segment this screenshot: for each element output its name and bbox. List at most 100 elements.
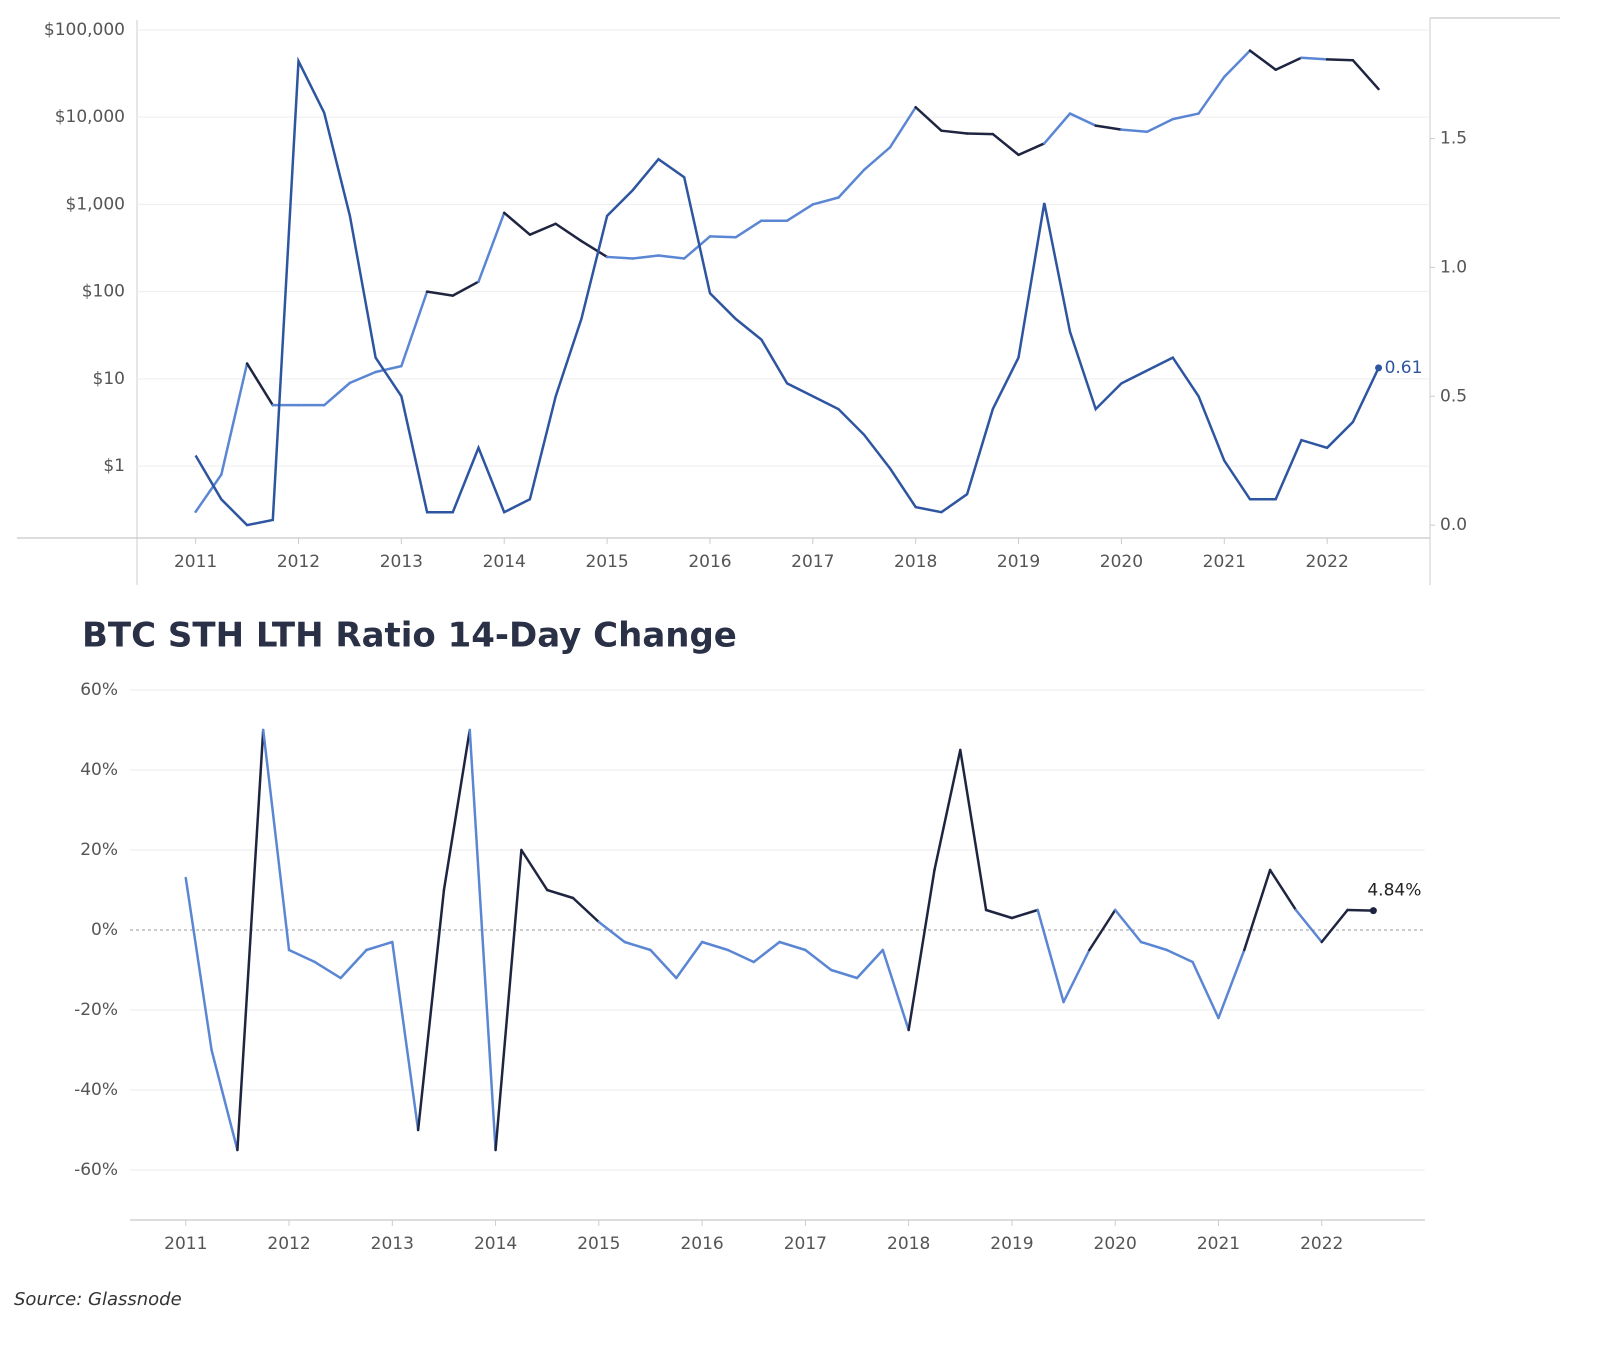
line-segment: [451, 280, 480, 297]
x-tick-label: 2014: [483, 552, 526, 572]
end-label: 4.84%: [1367, 881, 1421, 901]
source: Source: Glassnode: [14, 1289, 182, 1310]
line-segment: [1094, 124, 1123, 131]
line-segment: [425, 290, 455, 297]
x-tick-label: 2019: [997, 552, 1040, 572]
y-tick-label: $1: [103, 456, 125, 476]
y-tick-label: -60%: [74, 1160, 118, 1180]
x-tick-label: 2016: [688, 552, 731, 572]
line-segment: [571, 896, 601, 924]
y2-tick-label: 1.5: [1440, 129, 1467, 149]
line-segment: [829, 968, 859, 980]
y-tick-label: 0%: [91, 920, 118, 940]
line-segment: [1223, 49, 1252, 79]
line-segment: [528, 222, 557, 236]
y2-tick-label: 0.0: [1440, 515, 1467, 535]
line-segment: [374, 364, 403, 374]
y-tick-label: -40%: [74, 1080, 118, 1100]
y2-tick-label: 1.0: [1440, 257, 1467, 277]
line-segment: [1351, 58, 1380, 91]
line-segment: [965, 132, 995, 136]
x-tick-label: 2021: [1197, 1234, 1240, 1254]
line-segment: [477, 211, 506, 283]
x-tick-label: 2022: [1300, 1234, 1343, 1254]
line-segment: [184, 876, 213, 1052]
line-segment: [597, 920, 626, 944]
line-segment: [1274, 56, 1303, 71]
line-segment: [1294, 908, 1323, 944]
x-tick-label: 2015: [585, 552, 628, 572]
line-segment: [348, 370, 377, 385]
line-segment: [881, 948, 910, 1032]
line-segment: [1062, 948, 1091, 1004]
x-tick-label: 2012: [277, 552, 320, 572]
line-segment: [236, 728, 265, 1152]
line-segment: [708, 235, 737, 239]
line-segment: [468, 728, 497, 1152]
line-segment: [914, 105, 943, 132]
x-tick-label: 2017: [791, 552, 834, 572]
y-tick-label: 40%: [80, 760, 118, 780]
line-segment: [494, 848, 523, 1152]
line-segment: [220, 362, 249, 476]
line-segment: [545, 888, 575, 900]
end-label: 0.61: [1385, 358, 1423, 378]
x-tick-label: 2020: [1094, 1234, 1137, 1254]
line-segment: [339, 948, 368, 980]
line-segment: [984, 908, 1014, 920]
line-segment: [700, 940, 730, 952]
x-tick-label: 2018: [887, 1234, 930, 1254]
x-tick-label: 2021: [1203, 552, 1246, 572]
x-tick-label: 2011: [164, 1234, 207, 1254]
y-tick-label: 60%: [80, 680, 118, 700]
line-segment: [1043, 112, 1072, 145]
line-segment: [580, 239, 609, 259]
line-segment: [855, 948, 885, 980]
line-segment: [785, 203, 815, 222]
line-segment: [322, 381, 352, 407]
line-segment: [1088, 908, 1117, 952]
line-segment: [261, 728, 291, 952]
line-segment: [520, 848, 549, 892]
ratio-line: [194, 56, 1380, 527]
line-segment: [649, 948, 678, 980]
line-segment: [682, 235, 712, 260]
line-segment: [726, 948, 755, 964]
y-tick-label: $100,000: [44, 20, 125, 40]
x-tick-label: 2020: [1100, 552, 1143, 572]
line-segment: [778, 940, 807, 952]
line-segment: [210, 1048, 239, 1152]
y-tick-label: $1,000: [66, 194, 125, 214]
line-segment: [1017, 142, 1046, 157]
y-tick-label: $100: [82, 282, 125, 302]
line-segment: [245, 362, 275, 407]
end-point: [1375, 364, 1383, 372]
x-tick-label: 2011: [174, 552, 217, 572]
line-segment: [416, 888, 446, 1132]
line-segment: [837, 168, 866, 199]
line-segment: [991, 132, 1020, 157]
line-segment: [554, 222, 583, 243]
chart-title: BTC STH LTH Ratio 14-Day Change: [82, 616, 737, 656]
line-segment: [623, 940, 652, 952]
y-tick-label: 20%: [80, 840, 118, 860]
line-segment: [657, 254, 686, 260]
line-segment: [400, 290, 429, 368]
y-tick-label: -20%: [74, 1000, 118, 1020]
line-segment: [1320, 908, 1349, 944]
line-segment: [888, 105, 917, 149]
line-segment: [1217, 948, 1246, 1020]
x-tick-label: 2012: [267, 1234, 310, 1254]
x-tick-label: 2018: [894, 552, 937, 572]
line-segment: [933, 748, 962, 872]
line-segment: [1165, 948, 1194, 964]
line-segment: [1197, 75, 1226, 115]
line-segment: [675, 940, 704, 980]
line-segment: [752, 940, 781, 964]
line-segment: [391, 940, 420, 1132]
line-segment: [940, 129, 969, 135]
line-segment: [1145, 117, 1175, 134]
end-point: [1369, 907, 1377, 915]
